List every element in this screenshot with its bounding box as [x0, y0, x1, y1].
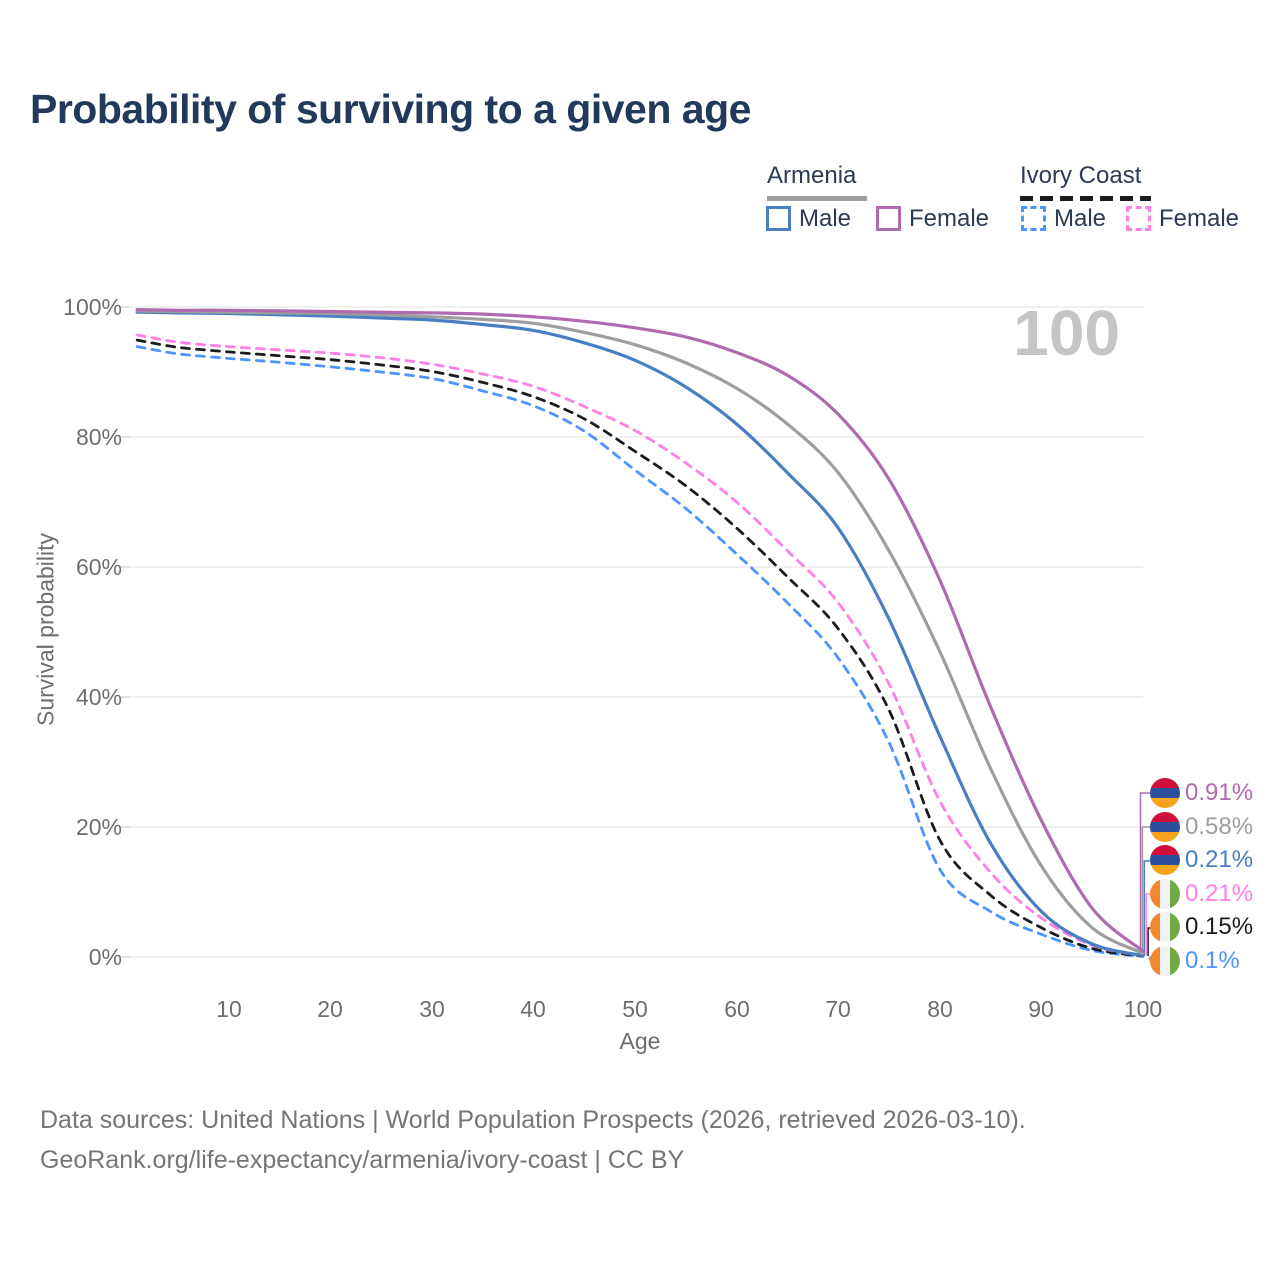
y-axis-title: Survival probability	[32, 532, 59, 727]
x-tick-100: 100	[1123, 996, 1163, 1022]
data-sources-text: Data sources: United Nations | World Pop…	[40, 1106, 1026, 1134]
x-tick-70: 70	[825, 996, 851, 1022]
legend-ivory-coast-line-swatch	[1020, 196, 1151, 201]
x-tick-40: 40	[520, 996, 546, 1022]
x-tick-20: 20	[317, 996, 343, 1022]
legend-label-ivory-female[interactable]: Female	[1159, 205, 1240, 232]
end-label-connector	[1143, 860, 1150, 956]
legend-label-ivory-male[interactable]: Male	[1054, 205, 1107, 232]
legend-armenia-label: Armenia	[767, 162, 857, 189]
legend-swatch-ivory-female[interactable]	[1126, 206, 1151, 231]
legend-swatch-ivory-male[interactable]	[1021, 206, 1046, 231]
legend-label-armenia-male[interactable]: Male	[799, 205, 852, 232]
end-label-armenia-both: 0.58%	[1150, 812, 1253, 842]
series-line-armenia-female	[135, 308, 1145, 953]
series-line-ivory-coast-male	[135, 345, 1145, 958]
page-title: Probability of surviving to a given age	[30, 86, 751, 132]
x-axis-title: Age	[619, 1028, 661, 1054]
y-tick-100: 100%	[63, 294, 122, 320]
end-label-armenia-male: 0.21%	[1150, 845, 1253, 875]
end-label-connector	[1141, 826, 1150, 954]
x-tick-80: 80	[927, 996, 953, 1022]
y-tick-40: 40%	[75, 684, 122, 710]
end-label-ivory-female: 0.21%	[1150, 879, 1253, 909]
end-value: 0.1%	[1185, 947, 1240, 974]
legend-armenia-line-swatch	[767, 196, 867, 201]
end-value: 0.21%	[1185, 880, 1254, 907]
age-marker-label: 100	[1013, 297, 1120, 369]
x-tick-60: 60	[724, 996, 750, 1022]
end-label-armenia-female: 0.91%	[1150, 778, 1253, 808]
series-line-armenia-male	[135, 310, 1145, 958]
x-tick-30: 30	[419, 996, 445, 1022]
end-value: 0.15%	[1185, 913, 1254, 940]
y-tick-60: 60%	[75, 554, 122, 580]
end-label-connector	[1147, 927, 1150, 956]
x-tick-50: 50	[622, 996, 648, 1022]
end-value: 0.58%	[1185, 813, 1254, 840]
ivory-coast-flag-icon	[1150, 912, 1180, 942]
end-label-connector	[1139, 792, 1150, 952]
x-tick-10: 10	[216, 996, 242, 1022]
attribution-link-text[interactable]: GeoRank.org/life-expectancy/armenia/ivor…	[40, 1146, 685, 1174]
series-line-ivory-coast-both-sexes	[135, 338, 1145, 958]
end-label-ivory-both: 0.15%	[1150, 912, 1253, 942]
series-line-ivory-coast-female	[135, 333, 1145, 957]
y-tick-80: 80%	[75, 424, 122, 450]
armenia-flag-icon	[1150, 812, 1180, 842]
ivory-coast-flag-icon	[1150, 879, 1180, 909]
end-label-ivory-male: 0.1%	[1150, 946, 1240, 976]
ivory-coast-flag-icon	[1150, 946, 1180, 976]
legend-swatch-armenia-male[interactable]	[766, 206, 791, 231]
y-tick-0: 0%	[88, 944, 122, 970]
legend-ivory-coast-label: Ivory Coast	[1020, 162, 1142, 189]
legend-label-armenia-female[interactable]: Female	[909, 205, 990, 232]
legend-swatch-armenia-female[interactable]	[876, 206, 901, 231]
y-tick-20: 20%	[75, 814, 122, 840]
x-tick-90: 90	[1028, 996, 1054, 1022]
end-label-connector	[1145, 893, 1150, 956]
end-value: 0.21%	[1185, 846, 1254, 873]
armenia-flag-icon	[1150, 845, 1180, 875]
series-line-armenia-both-sexes	[135, 309, 1145, 955]
end-value: 0.91%	[1185, 779, 1254, 806]
armenia-flag-icon	[1150, 778, 1180, 808]
